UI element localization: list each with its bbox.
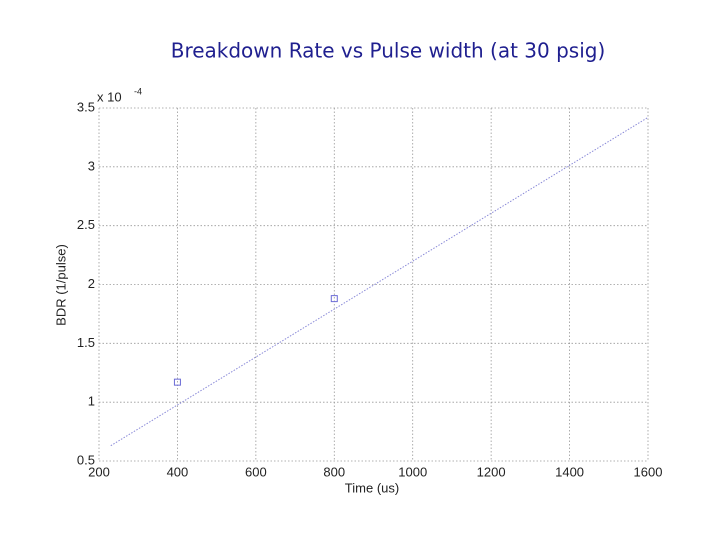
x-tick-label: 1400 <box>555 464 584 479</box>
y-exponent-base: x 10 <box>97 89 122 104</box>
x-tick-label: 400 <box>167 464 189 479</box>
y-tick-label: 0.5 <box>77 452 95 467</box>
x-tick-label: 1200 <box>477 464 506 479</box>
y-axis-label: BDR (1/pulse) <box>53 244 68 326</box>
data-point <box>173 378 181 386</box>
y-tick-label: 3 <box>88 158 95 173</box>
x-axis-label: Time (us) <box>345 480 399 495</box>
y-tick-label: 2 <box>88 276 95 291</box>
y-tick-label: 2.5 <box>77 217 95 232</box>
x-tick-label: 200 <box>88 464 110 479</box>
y-tick-label: 1.5 <box>77 335 95 350</box>
x-tick-label: 800 <box>323 464 345 479</box>
y-exponent-power: -4 <box>134 86 142 96</box>
y-tick-label: 3.5 <box>77 99 95 114</box>
data-point <box>330 295 338 303</box>
y-tick-label: 1 <box>88 394 95 409</box>
x-tick-label: 1600 <box>634 464 663 479</box>
x-tick-label: 1000 <box>398 464 427 479</box>
x-tick-label: 600 <box>245 464 267 479</box>
chart-title: Breakdown Rate vs Pulse width (at 30 psi… <box>171 39 606 63</box>
